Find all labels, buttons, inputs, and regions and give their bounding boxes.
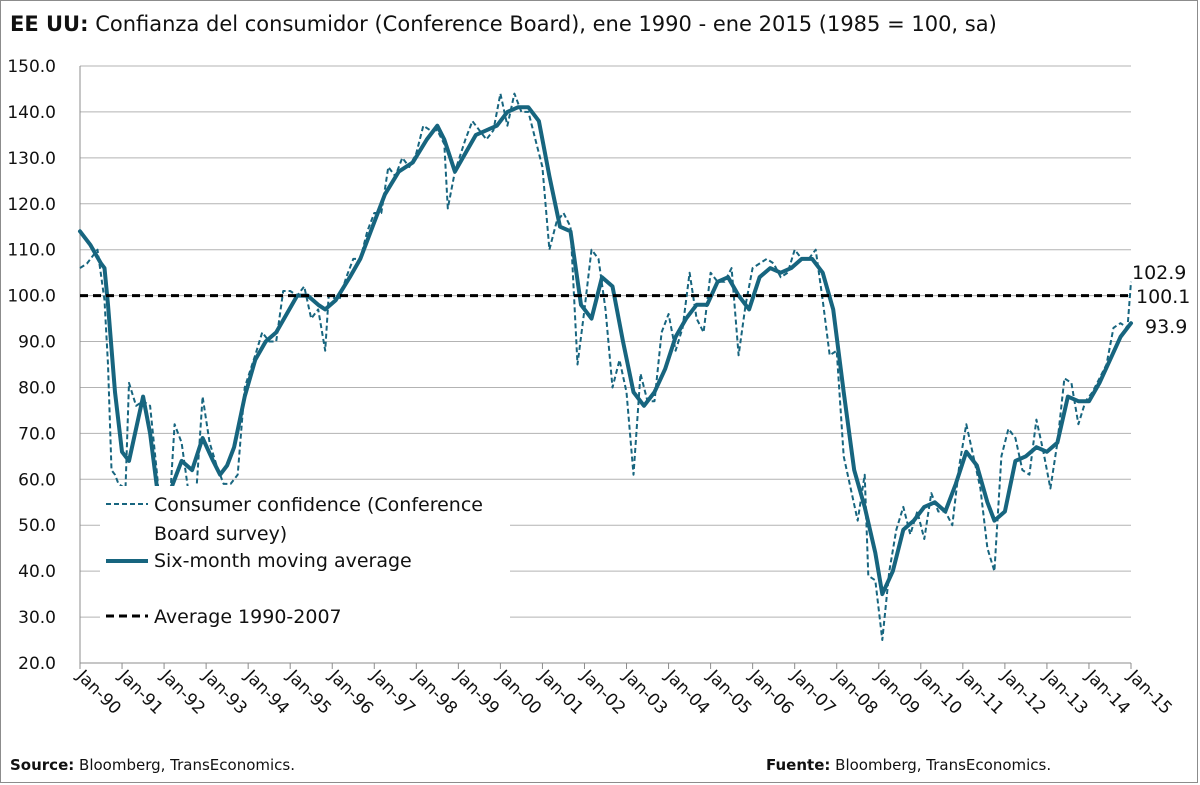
- x-tick-label: Jan-01: [534, 666, 587, 719]
- end-label-1: 100.1: [1136, 286, 1190, 308]
- title-text: Confianza del consumidor (Conference Boa…: [95, 12, 997, 36]
- end-label-2: 93.9: [1145, 316, 1187, 338]
- y-axis: 20.0 30.0 40.0 50.0 60.0 70.0 80.0 90.0 100.0 110…: [7, 57, 81, 674]
- y-tick-label: 140.0: [7, 103, 56, 123]
- x-tick-label: Jan-03: [618, 666, 671, 719]
- x-tick-label: Jan-13: [1039, 666, 1092, 719]
- x-tick-label: Jan-95: [282, 666, 335, 719]
- series-moving-average: [78, 105, 1133, 597]
- x-tick-label: Jan-96: [324, 666, 377, 719]
- series-layer: [78, 92, 1133, 641]
- x-tick-label: Jan-06: [744, 666, 797, 719]
- title-country: EE UU:: [10, 12, 89, 36]
- x-tick-label: Jan-05: [702, 666, 755, 719]
- y-tick-label: 60.0: [18, 470, 56, 490]
- chart-title: EE UU: Confianza del consumidor (Confere…: [10, 12, 997, 36]
- x-tick-label: Jan-94: [240, 666, 293, 719]
- legend-label-average: Average 1990-2007: [154, 606, 342, 628]
- y-tick-label: 100.0: [7, 287, 56, 307]
- legend-background: [100, 486, 510, 632]
- x-tick-label: Jan-91: [114, 666, 167, 719]
- x-tick-label: Jan-10: [913, 666, 966, 719]
- x-tick-label: Jan-00: [492, 666, 545, 719]
- y-tick-label: 30.0: [18, 608, 56, 628]
- source-text: Bloomberg, TransEconomics.: [79, 756, 296, 774]
- y-tick-label: 110.0: [7, 241, 56, 261]
- x-tick-label: Jan-11: [955, 666, 1008, 719]
- x-tick-label: Jan-14: [1081, 666, 1134, 719]
- y-tick-label: 40.0: [18, 562, 56, 582]
- fuente-label: Fuente:: [766, 756, 831, 774]
- x-tick-label: Jan-92: [156, 666, 209, 719]
- end-label-0: 102.9: [1132, 262, 1186, 284]
- x-tick-label: Jan-09: [871, 666, 924, 719]
- y-tick-label: 80.0: [18, 378, 56, 398]
- x-tick-label: Jan-15: [1123, 666, 1176, 719]
- x-tick-label: Jan-93: [198, 666, 251, 719]
- y-tick-label: 20.0: [18, 654, 56, 674]
- fuente-text: Bloomberg, TransEconomics.: [835, 756, 1052, 774]
- legend-label-moving-average: Six-month moving average: [154, 550, 412, 572]
- x-axis: Jan-90Jan-91Jan-92Jan-93Jan-94Jan-95Jan-…: [72, 662, 1176, 719]
- fuente-note: Fuente: Bloomberg, TransEconomics.: [766, 756, 1051, 774]
- legend-label-consumer-confidence: Consumer confidence (Conference: [154, 494, 483, 516]
- x-tick-label: Jan-04: [660, 666, 713, 719]
- y-tick-label: 70.0: [18, 424, 56, 444]
- x-tick-label: Jan-99: [450, 666, 503, 719]
- source-note: Source: Bloomberg, TransEconomics.: [10, 756, 295, 774]
- y-tick-label: 50.0: [18, 516, 56, 536]
- y-tick-label: 120.0: [7, 195, 56, 215]
- x-tick-label: Jan-12: [997, 666, 1050, 719]
- legend-label-consumer-confidence-2: Board survey): [154, 523, 287, 545]
- y-tick-label: 90.0: [18, 333, 56, 353]
- source-label: Source:: [10, 756, 75, 774]
- y-tick-label: 150.0: [7, 57, 56, 77]
- x-tick-label: Jan-08: [828, 666, 881, 719]
- legend: Consumer confidence (Conference Board sur…: [100, 486, 510, 632]
- x-tick-label: Jan-90: [72, 666, 125, 719]
- x-tick-label: Jan-98: [408, 666, 461, 719]
- y-tick-label: 130.0: [7, 149, 56, 169]
- x-tick-label: Jan-07: [786, 666, 839, 719]
- x-tick-label: Jan-02: [576, 666, 629, 719]
- x-tick-label: Jan-97: [366, 666, 419, 719]
